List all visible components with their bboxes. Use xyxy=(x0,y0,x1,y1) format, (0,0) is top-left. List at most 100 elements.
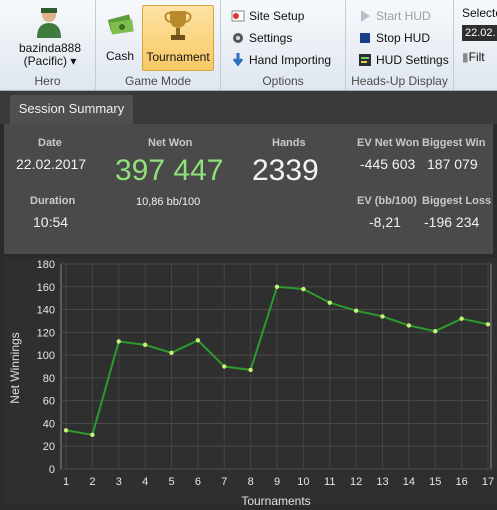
x-tick-label: 10 xyxy=(297,476,309,488)
data-point[interactable] xyxy=(90,432,95,438)
tournament-button[interactable]: Tournament xyxy=(142,5,214,71)
ev-net-won-label: EV Net Won xyxy=(357,137,420,149)
data-point[interactable] xyxy=(433,328,438,334)
biggest-loss-label: Biggest Loss xyxy=(422,195,492,207)
biggest-loss-value: -196 234 xyxy=(424,214,480,230)
cash-label: Cash xyxy=(105,49,134,63)
x-tick-label: 1 xyxy=(63,476,69,488)
y-tick-label: 180 xyxy=(37,259,55,271)
filter-label: Filt xyxy=(468,50,485,64)
cash-button[interactable]: Cash xyxy=(100,5,140,69)
data-point[interactable] xyxy=(274,284,280,289)
tab-strip: Session Summary xyxy=(0,91,497,124)
data-point[interactable] xyxy=(406,323,412,328)
options-group: Site Setup Settings Hand Importing Optio… xyxy=(221,0,346,90)
x-tick-label: 12 xyxy=(350,476,362,488)
start-hud-button[interactable]: Start HUD xyxy=(358,6,431,26)
x-tick-label: 4 xyxy=(142,476,148,488)
biggest-win-label: Biggest Win xyxy=(422,137,486,149)
data-point[interactable] xyxy=(380,314,385,319)
duration-value: 10:54 xyxy=(33,214,69,230)
x-tick-label: 9 xyxy=(274,476,280,488)
gear-icon xyxy=(233,33,243,43)
trophy-icon xyxy=(164,11,192,40)
data-point[interactable] xyxy=(301,286,306,292)
x-tick-label: 3 xyxy=(116,476,122,488)
hands-value: 2339 xyxy=(252,154,319,187)
hud-settings-icon xyxy=(359,54,371,66)
tournament-label: Tournament xyxy=(146,50,210,64)
stop-hud-label: Stop HUD xyxy=(376,31,431,45)
x-tick-label: 14 xyxy=(403,476,415,488)
y-tick-label: 160 xyxy=(37,282,55,294)
y-axis-label: Net Winnings xyxy=(8,332,22,403)
site-setup-icon xyxy=(231,10,245,22)
selected-group: Selecte 22.02. ▮Filt xyxy=(454,0,497,90)
hands-label: Hands xyxy=(272,137,306,149)
site-setup-label: Site Setup xyxy=(249,9,305,23)
play-icon xyxy=(361,10,370,22)
dropdown-arrow-icon[interactable]: ▾ xyxy=(70,54,77,68)
duration-label: Duration xyxy=(30,195,76,207)
hand-importing-button[interactable]: Hand Importing xyxy=(231,50,331,70)
data-point[interactable] xyxy=(327,300,332,305)
hero-avatar-icon[interactable] xyxy=(36,6,62,38)
stop-icon xyxy=(360,33,370,43)
y-tick-label: 140 xyxy=(37,305,55,317)
plot-area xyxy=(60,263,492,470)
x-tick-label: 2 xyxy=(89,476,95,488)
x-tick-label: 17 xyxy=(482,476,494,488)
hand-importing-label: Hand Importing xyxy=(249,53,332,67)
settings-button[interactable]: Settings xyxy=(231,28,292,48)
hud-group: Start HUD Stop HUD HUD Settings Heads-Up… xyxy=(346,0,454,90)
data-point[interactable] xyxy=(169,350,174,356)
date-label: Date xyxy=(38,137,62,149)
selected-label: Selecte xyxy=(462,6,497,20)
hud-settings-label: HUD Settings xyxy=(376,53,449,67)
biggest-win-value: 187 079 xyxy=(427,156,478,172)
data-point[interactable] xyxy=(63,428,69,433)
hero-selector[interactable]: bazinda888 (Pacific) ▾ xyxy=(14,42,86,68)
filter-button[interactable]: ▮Filt xyxy=(462,50,485,64)
game-mode-group-label: Game Mode xyxy=(124,74,192,88)
ev-bb100-value: -8,21 xyxy=(369,214,401,230)
data-point[interactable] xyxy=(248,367,253,373)
options-group-label: Options xyxy=(262,74,304,88)
data-point[interactable] xyxy=(353,308,359,313)
net-won-label: Net Won xyxy=(148,137,193,149)
data-point[interactable] xyxy=(459,316,464,321)
y-tick-label: 40 xyxy=(43,418,55,430)
bb100-value: 10,86 bb/100 xyxy=(136,196,201,208)
session-summary-panel: Date 22.02.2017 Duration 10:54 Net Won 3… xyxy=(4,124,493,254)
x-tick-label: 6 xyxy=(195,476,201,488)
data-point[interactable] xyxy=(142,342,148,348)
x-tick-label: 11 xyxy=(324,476,335,488)
settings-label: Settings xyxy=(249,31,293,45)
x-tick-label: 5 xyxy=(168,476,174,488)
y-tick-label: 60 xyxy=(43,396,55,408)
hero-group: bazinda888 (Pacific) ▾ Hero xyxy=(0,0,96,90)
x-axis-label: Tournaments xyxy=(241,494,310,505)
stop-hud-button[interactable]: Stop HUD xyxy=(358,28,430,48)
y-tick-label: 100 xyxy=(37,350,55,362)
start-hud-label: Start HUD xyxy=(376,9,431,23)
game-mode-group: Cash Tournament Game Mode xyxy=(96,0,221,90)
y-tick-label: 0 xyxy=(49,464,55,476)
ribbon: bazinda888 (Pacific) ▾ Hero Cash Tournam… xyxy=(0,0,497,91)
tab-session-summary[interactable]: Session Summary xyxy=(10,95,133,124)
data-point[interactable] xyxy=(116,339,121,344)
hud-group-label: Heads-Up Display xyxy=(351,74,448,88)
x-tick-label: 8 xyxy=(248,476,254,488)
x-tick-label: 7 xyxy=(221,476,227,488)
data-point[interactable] xyxy=(222,364,227,369)
site-setup-button[interactable]: Site Setup xyxy=(231,6,304,26)
net-winnings-chart-panel: 0 20 40 60 80 100 120 140 160 180 1 2 3 4 5 6 7 8 9 10 11 12… xyxy=(4,258,497,508)
date-selector[interactable]: 22.02. xyxy=(462,25,497,41)
hero-group-label: Hero xyxy=(34,74,61,88)
data-point[interactable] xyxy=(485,322,491,327)
x-tick-label: 15 xyxy=(429,476,441,488)
hero-site: (Pacific) xyxy=(23,54,67,68)
hud-settings-button[interactable]: HUD Settings xyxy=(358,50,449,70)
data-point[interactable] xyxy=(195,338,201,343)
cash-icon xyxy=(107,14,134,35)
